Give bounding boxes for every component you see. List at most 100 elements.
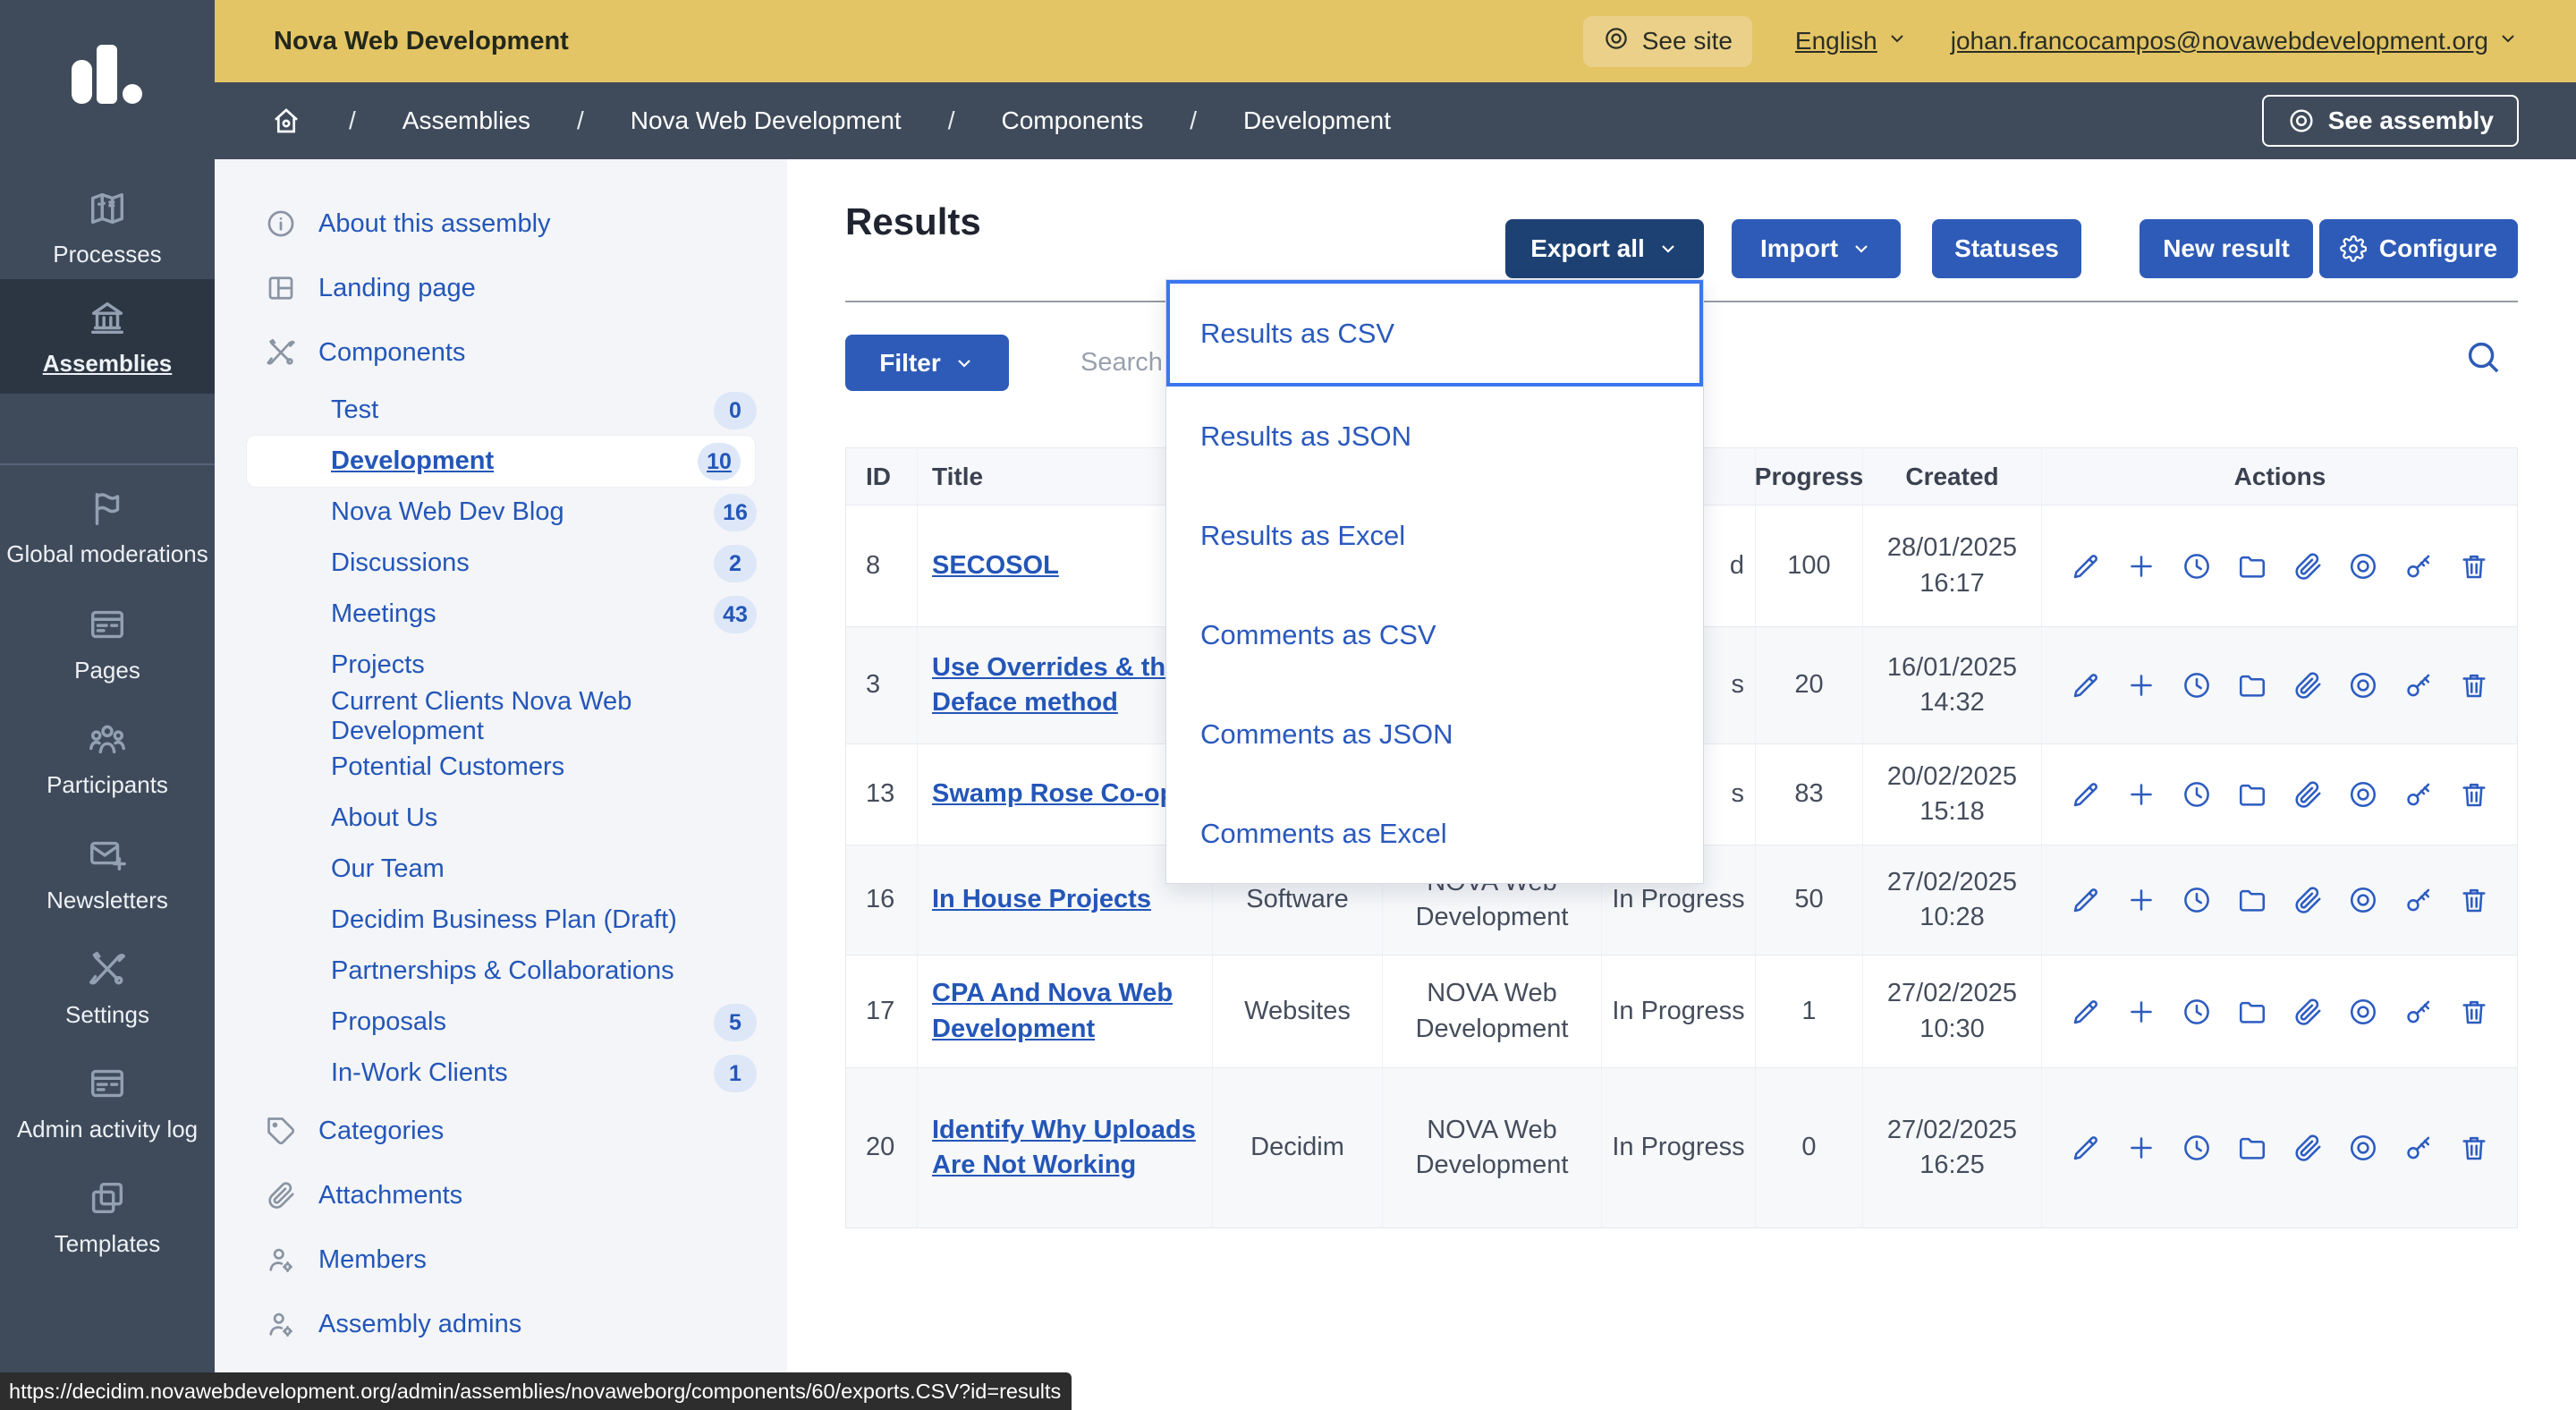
search-icon[interactable] — [2462, 336, 2504, 382]
breadcrumb-item-assemblies[interactable]: Assemblies — [402, 106, 530, 134]
edit-icon[interactable] — [2070, 778, 2102, 811]
history-icon[interactable] — [2181, 778, 2213, 811]
preview-icon[interactable] — [2347, 996, 2379, 1028]
preview-icon[interactable] — [2347, 669, 2379, 701]
export-option-results-as-json[interactable]: Results as JSON — [1166, 386, 1703, 486]
result-title-link[interactable]: CPA And Nova Web Development — [932, 979, 1174, 1043]
folder-icon[interactable] — [2236, 996, 2268, 1028]
key-icon[interactable] — [2402, 669, 2435, 701]
component-item-potential-customers[interactable]: Potential Customers — [215, 742, 787, 793]
sidebar-item-assemblies[interactable]: Assemblies — [0, 279, 215, 394]
component-item-partnerships-collaborations[interactable]: Partnerships & Collaborations — [215, 946, 787, 997]
history-icon[interactable] — [2181, 996, 2213, 1028]
sidebar-item-newsletters[interactable]: Newsletters — [0, 816, 215, 930]
key-icon[interactable] — [2402, 778, 2435, 811]
export-all-button[interactable]: Export all — [1505, 219, 1704, 278]
edit-icon[interactable] — [2070, 550, 2102, 582]
history-icon[interactable] — [2181, 669, 2213, 701]
folder-icon[interactable] — [2236, 1132, 2268, 1164]
edit-icon[interactable] — [2070, 884, 2102, 916]
export-option-results-as-csv[interactable]: Results as CSV — [1166, 280, 1703, 386]
see-assembly-button[interactable]: See assembly — [2261, 95, 2519, 147]
export-option-comments-as-json[interactable]: Comments as JSON — [1166, 684, 1703, 784]
sidebar-item-participants[interactable]: Participants — [0, 701, 215, 815]
assembly-menu-about-this-assembly[interactable]: About this assembly — [215, 191, 787, 256]
edit-icon[interactable] — [2070, 1132, 2102, 1164]
attachment-icon[interactable] — [2292, 778, 2324, 811]
history-icon[interactable] — [2181, 884, 2213, 916]
key-icon[interactable] — [2402, 996, 2435, 1028]
folder-icon[interactable] — [2236, 884, 2268, 916]
user-menu[interactable]: johan.francocampos@novawebdevelopment.or… — [1951, 27, 2519, 55]
configure-button[interactable]: Configure — [2319, 219, 2518, 278]
preview-icon[interactable] — [2347, 1132, 2379, 1164]
assembly-menu-components[interactable]: Components — [215, 320, 787, 385]
new-result-button[interactable]: New result — [2140, 219, 2313, 278]
home-icon[interactable] — [270, 105, 302, 137]
sidebar-item-admin-activity-log[interactable]: Admin activity log — [0, 1045, 215, 1159]
folder-icon[interactable] — [2236, 550, 2268, 582]
attachment-icon[interactable] — [2292, 884, 2324, 916]
decidim-logo[interactable] — [70, 45, 145, 109]
sidebar-item-templates[interactable]: Templates — [0, 1159, 215, 1274]
component-item-current-clients-nova-web-development[interactable]: Current Clients Nova Web Development — [215, 687, 787, 745]
folder-icon[interactable] — [2236, 669, 2268, 701]
result-title-link[interactable]: Identify Why Uploads Are Not Working — [932, 1115, 1196, 1179]
component-item-meetings[interactable]: Meetings 43 — [215, 589, 787, 640]
key-icon[interactable] — [2402, 1132, 2435, 1164]
add-icon[interactable] — [2125, 550, 2157, 582]
assembly-menu-categories[interactable]: Categories — [215, 1099, 787, 1163]
assembly-menu-members[interactable]: Members — [215, 1227, 787, 1292]
assembly-menu-attachments[interactable]: Attachments — [215, 1163, 787, 1227]
folder-icon[interactable] — [2236, 778, 2268, 811]
component-item-our-team[interactable]: Our Team — [215, 844, 787, 895]
component-item-about-us[interactable]: About Us — [215, 793, 787, 844]
language-selector[interactable]: English — [1795, 27, 1908, 55]
key-icon[interactable] — [2402, 884, 2435, 916]
add-icon[interactable] — [2125, 884, 2157, 916]
key-icon[interactable] — [2402, 550, 2435, 582]
preview-icon[interactable] — [2347, 778, 2379, 811]
delete-icon[interactable] — [2458, 1132, 2490, 1164]
result-title-link[interactable]: Use Overrides & the Deface method — [932, 652, 1181, 717]
edit-icon[interactable] — [2070, 996, 2102, 1028]
filter-button[interactable]: Filter — [845, 335, 1009, 391]
component-item-test[interactable]: Test 0 — [215, 385, 787, 436]
add-icon[interactable] — [2125, 669, 2157, 701]
attachment-icon[interactable] — [2292, 550, 2324, 582]
export-option-results-as-excel[interactable]: Results as Excel — [1166, 486, 1703, 585]
component-item-projects[interactable]: Projects — [215, 640, 787, 691]
sidebar-item-pages[interactable]: Pages — [0, 586, 215, 701]
assembly-menu-assembly-admins[interactable]: Assembly admins — [215, 1292, 787, 1356]
result-title-link[interactable]: SECOSOL — [932, 550, 1059, 580]
add-icon[interactable] — [2125, 778, 2157, 811]
search-input[interactable]: Search — [1080, 348, 1163, 377]
add-icon[interactable] — [2125, 1132, 2157, 1164]
add-icon[interactable] — [2125, 996, 2157, 1028]
delete-icon[interactable] — [2458, 996, 2490, 1028]
delete-icon[interactable] — [2458, 550, 2490, 582]
edit-icon[interactable] — [2070, 669, 2102, 701]
preview-icon[interactable] — [2347, 884, 2379, 916]
result-title-link[interactable]: Swamp Rose Co-op — [932, 779, 1176, 809]
breadcrumb-item-components[interactable]: Components — [1001, 106, 1144, 134]
sidebar-item-global-moderations[interactable]: Global moderations — [0, 470, 215, 584]
sidebar-item-processes[interactable]: Processes — [0, 170, 215, 285]
breadcrumb-item-nova-web-development[interactable]: Nova Web Development — [630, 106, 902, 134]
history-icon[interactable] — [2181, 1132, 2213, 1164]
history-icon[interactable] — [2181, 550, 2213, 582]
component-item-proposals[interactable]: Proposals 5 — [215, 997, 787, 1048]
component-item-nova-web-dev-blog[interactable]: Nova Web Dev Blog 16 — [215, 487, 787, 538]
statuses-button[interactable]: Statuses — [1932, 219, 2081, 278]
export-option-comments-as-csv[interactable]: Comments as CSV — [1166, 585, 1703, 684]
delete-icon[interactable] — [2458, 669, 2490, 701]
import-button[interactable]: Import — [1732, 219, 1901, 278]
component-item-development[interactable]: Development 10 — [247, 436, 755, 487]
result-title-link[interactable]: In House Projects — [932, 885, 1151, 914]
attachment-icon[interactable] — [2292, 996, 2324, 1028]
see-site-link[interactable]: See site — [1582, 15, 1752, 67]
component-item-in-work-clients[interactable]: In-Work Clients 1 — [215, 1048, 787, 1099]
sidebar-item-settings[interactable]: Settings — [0, 930, 215, 1045]
component-item-discussions[interactable]: Discussions 2 — [215, 538, 787, 589]
delete-icon[interactable] — [2458, 778, 2490, 811]
